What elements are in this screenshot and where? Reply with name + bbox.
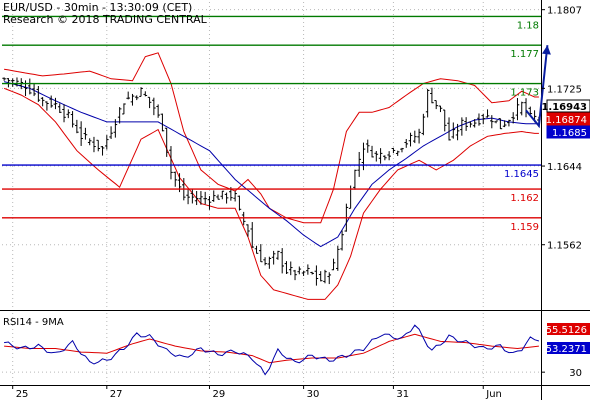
bollinger-lower-line [3, 87, 539, 300]
rsi-layer: RSI14 - 9MA [3, 317, 540, 376]
time-axis-label: 31 [396, 389, 409, 400]
price-tag-box [546, 112, 590, 126]
rsi-ma-line [4, 333, 539, 364]
rsi-title: RSI14 - 9MA [3, 317, 64, 328]
price-tag-label: 1.1685 [552, 128, 587, 139]
moving-average-line [3, 81, 539, 248]
rsi-axis-label: 30 [569, 368, 582, 379]
rsi-tag-label: 55.5126 [546, 325, 587, 336]
time-axis-label: 30 [307, 389, 320, 400]
chart-title: EUR/USD - 30min - 13:30:09 (CET) [3, 1, 193, 14]
resistance-label: 1.18 [517, 20, 539, 31]
time-axis-label: 29 [212, 389, 225, 400]
price-tag-label: 1.16874 [546, 115, 587, 126]
price-axis-label: 1.1807 [547, 6, 582, 17]
candle-layer [2, 77, 541, 286]
bollinger-upper-line [4, 52, 539, 224]
rsi-tag-box [547, 323, 590, 335]
axis-layer: 1.1807 1.1725 1.1644 1.1562 30 25 27 29 30 31 Jun [12, 6, 582, 400]
pivot-label: 1.1645 [504, 169, 539, 180]
price-tag-label: 1.16943 [541, 102, 587, 113]
forecast-arrow-line [525, 45, 549, 129]
price-axis-label: 1.1562 [547, 241, 582, 252]
indicator-layer [3, 52, 539, 300]
rsi-tag-box [547, 342, 590, 354]
rsi-line [4, 324, 540, 376]
resistance-label: 1.173 [510, 88, 539, 99]
research-credit: Research © 2018 TRADING CENTRAL [3, 13, 207, 26]
time-axis-label: 27 [110, 389, 123, 400]
price-tag-box [546, 125, 590, 139]
support-label: 1.159 [510, 222, 539, 233]
tag-layer: 1.16943 1.16874 1.1685 55.5126 53.2371 [541, 99, 590, 355]
forecast-arrowhead [542, 45, 551, 55]
resistance-label: 1.177 [510, 49, 539, 60]
rsi-tag-label: 53.2371 [546, 344, 587, 355]
price-axis-label: 1.1644 [547, 162, 582, 173]
price-axis-label: 1.1725 [547, 84, 582, 95]
support-label: 1.162 [510, 193, 539, 204]
level-layer: 1.18 1.177 1.173 1.1645 1.162 1.159 [2, 15, 551, 233]
price-tag-box [546, 99, 590, 113]
time-axis-label: Jun [485, 389, 502, 400]
time-axis-label: 25 [16, 389, 29, 400]
